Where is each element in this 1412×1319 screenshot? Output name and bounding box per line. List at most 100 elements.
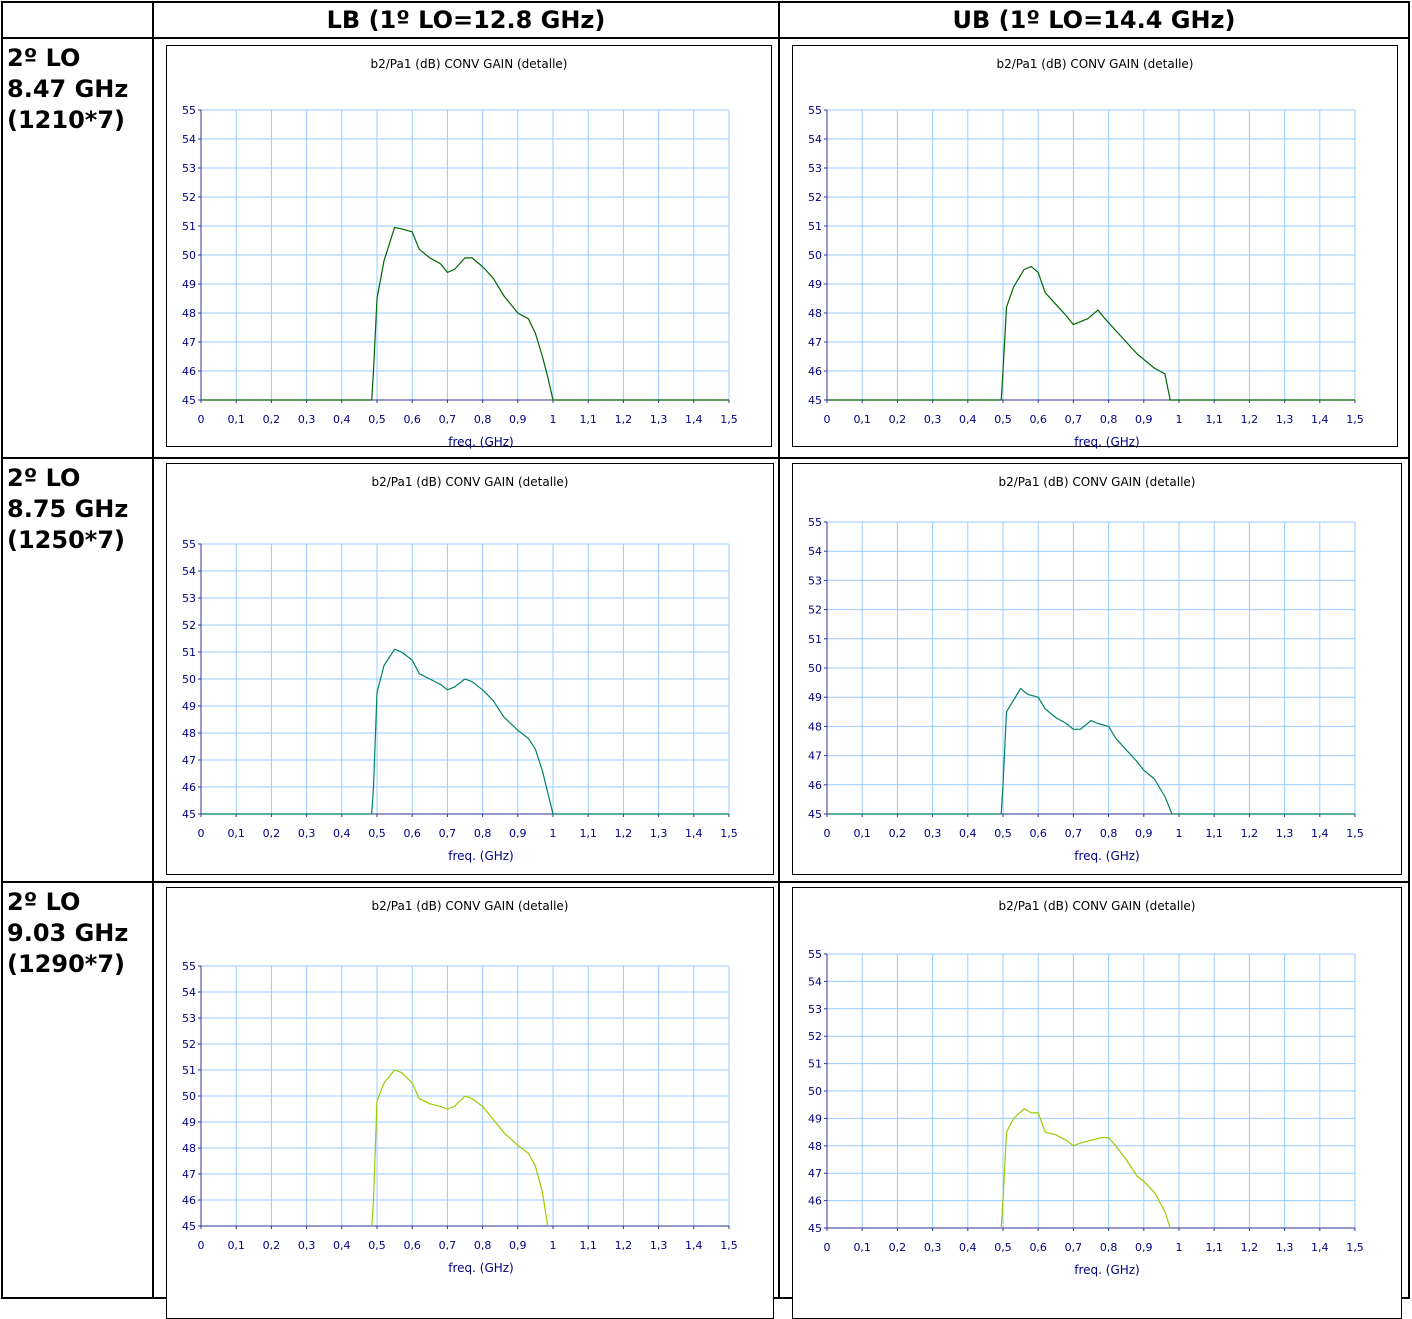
x-tick-label: 0,2: [263, 413, 281, 426]
x-tick-label: 1,1: [579, 827, 597, 840]
x-tick-label: 0,1: [227, 413, 245, 426]
x-tick-label: 0,5: [994, 413, 1012, 426]
x-tick-label: 1,2: [615, 827, 633, 840]
x-tick-label: 1,5: [720, 827, 738, 840]
y-tick-label: 52: [182, 619, 196, 632]
x-tick-label: 0,5: [368, 1239, 386, 1252]
y-tick-label: 53: [182, 592, 196, 605]
x-tick-label: 1,1: [1205, 827, 1223, 840]
x-tick-label: 0,2: [889, 1241, 907, 1254]
chart-title: b2/Pa1 (dB) CONV GAIN (detalle): [999, 475, 1196, 489]
chart-frame: b2/Pa1 (dB) CONV GAIN (detalle) 45 46 47 48 4…: [792, 463, 1402, 875]
x-tick-label: 0,6: [1029, 827, 1047, 840]
chart-ub-2: b2/Pa1 (dB) CONV GAIN (detalle) 45 46 47 48 4…: [808, 475, 1364, 863]
x-tick-label: 1,5: [1346, 827, 1364, 840]
y-tick-label: 50: [808, 1085, 822, 1098]
x-tick-label: 0,6: [403, 1239, 421, 1252]
x-tick-label: 1,4: [685, 1239, 703, 1252]
x-tick-label: 1,2: [615, 413, 633, 426]
x-tick-label: 0,6: [403, 827, 421, 840]
chart-frame: b2/Pa1 (dB) CONV GAIN (detalle) 45 46 47 48 4…: [792, 45, 1398, 449]
chart-lb-2: b2/Pa1 (dB) CONV GAIN (detalle) 45 46 47 48 4…: [182, 475, 738, 863]
y-tick-label: 45: [182, 1220, 196, 1233]
row-label-line: (1290*7): [7, 950, 125, 978]
y-tick-label: 52: [182, 1038, 196, 1051]
x-tick-label: 0,9: [1135, 827, 1153, 840]
y-tick-label: 52: [182, 191, 196, 204]
y-tick-label: 47: [808, 1167, 822, 1180]
x-tick-label: 1,5: [1346, 413, 1364, 426]
row-label-line: 2º LO: [7, 464, 81, 492]
y-tick-label: 49: [808, 1112, 822, 1125]
x-axis-label: freq. (GHz): [1074, 1263, 1140, 1277]
y-tick-label: 46: [808, 365, 822, 378]
column-header-lb: LB (1º LO=12.8 GHz): [152, 1, 780, 39]
y-tick-label: 48: [182, 1142, 196, 1155]
x-tick-label: 1,4: [685, 413, 703, 426]
x-tick-label: 0,1: [853, 827, 871, 840]
x-tick-label: 0,8: [474, 1239, 492, 1252]
y-tick-label: 53: [808, 162, 822, 175]
x-tick-label: 1,2: [615, 1239, 633, 1252]
x-tick-label: 1: [1176, 1241, 1183, 1254]
x-tick-label: 0,8: [474, 827, 492, 840]
x-tick-label: 0,6: [1029, 1241, 1047, 1254]
x-tick-label: 1,1: [579, 1239, 597, 1252]
x-tick-label: 0,9: [509, 1239, 527, 1252]
x-tick-label: 0: [198, 827, 205, 840]
y-tick-label: 52: [808, 604, 822, 617]
series-line-0: [827, 687, 1355, 815]
x-tick-label: 0,3: [924, 1241, 942, 1254]
y-tick-label: 51: [182, 220, 196, 233]
x-tick-label: 1: [550, 827, 557, 840]
x-tick-label: 1,1: [1205, 1241, 1223, 1254]
x-tick-label: 0,9: [509, 413, 527, 426]
y-tick-label: 49: [808, 691, 822, 704]
x-tick-label: 1,1: [1205, 413, 1223, 426]
y-tick-label: 48: [182, 307, 196, 320]
x-tick-label: 1,5: [1346, 1241, 1364, 1254]
y-tick-label: 55: [182, 960, 196, 973]
y-tick-label: 48: [182, 727, 196, 740]
x-tick-label: 0,6: [1029, 413, 1047, 426]
series-line-0: [1000, 1108, 1171, 1229]
x-tick-label: 0,4: [333, 413, 351, 426]
x-tick-label: 0,8: [1100, 827, 1118, 840]
x-tick-label: 0,7: [1065, 827, 1083, 840]
row-label-line: 9.03 GHz: [7, 919, 129, 947]
y-tick-label: 46: [182, 1194, 196, 1207]
y-tick-label: 46: [182, 781, 196, 794]
x-tick-label: 0,4: [959, 413, 977, 426]
y-tick-label: 47: [182, 754, 196, 767]
x-tick-label: 1,4: [1311, 413, 1329, 426]
x-tick-label: 0,7: [1065, 413, 1083, 426]
x-tick-label: 0,4: [959, 827, 977, 840]
row-label-line: 2º LO: [7, 44, 81, 72]
x-tick-label: 1: [550, 413, 557, 426]
y-tick-label: 51: [808, 633, 822, 646]
x-tick-label: 0,5: [994, 827, 1012, 840]
x-tick-label: 0,2: [889, 827, 907, 840]
y-tick-label: 55: [182, 538, 196, 551]
chart-title: b2/Pa1 (dB) CONV GAIN (detalle): [372, 899, 569, 913]
series-line-0: [827, 266, 1355, 401]
x-tick-label: 0,1: [227, 1239, 245, 1252]
y-tick-label: 53: [808, 574, 822, 587]
x-tick-label: 0,2: [263, 827, 281, 840]
x-tick-label: 1,3: [650, 1239, 668, 1252]
x-tick-label: 0,1: [853, 413, 871, 426]
x-tick-label: 0,4: [333, 827, 351, 840]
y-tick-label: 47: [182, 1168, 196, 1181]
x-tick-label: 1,3: [1276, 413, 1294, 426]
x-tick-label: 1,3: [650, 827, 668, 840]
x-tick-label: 1: [1176, 413, 1183, 426]
column-header-ub: UB (1º LO=14.4 GHz): [778, 1, 1410, 39]
series-line-0: [201, 226, 729, 401]
chart-frame: b2/Pa1 (dB) CONV GAIN (detalle) 45 46 47 48 4…: [166, 463, 774, 875]
x-tick-label: 1,3: [1276, 827, 1294, 840]
y-tick-label: 51: [808, 1058, 822, 1071]
y-tick-label: 48: [808, 1140, 822, 1153]
x-tick-label: 0,3: [924, 827, 942, 840]
x-tick-label: 1,4: [1311, 1241, 1329, 1254]
